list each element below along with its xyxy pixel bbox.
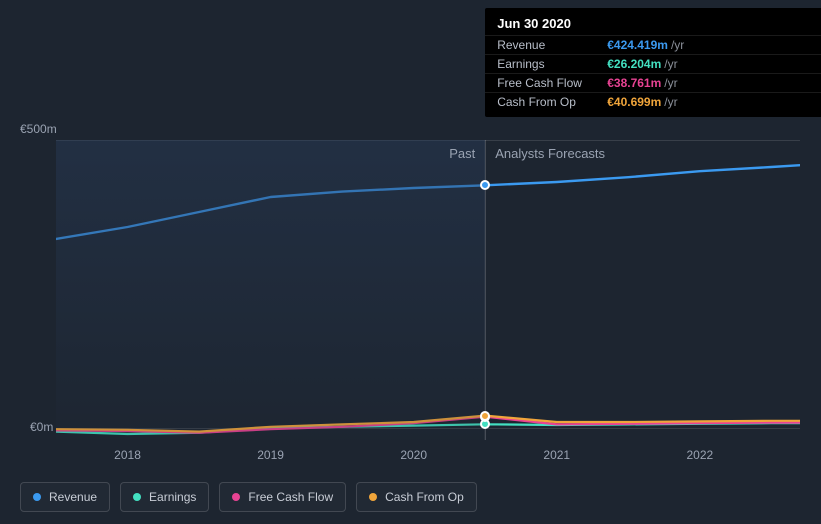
x-tick-2019: 2019 (257, 448, 284, 462)
tooltip-unit: /yr (671, 38, 684, 52)
tooltip-value: €40.699m (607, 95, 661, 109)
tooltip-value: €38.761m (607, 76, 661, 90)
x-tick-2020: 2020 (400, 448, 427, 462)
legend-dot (232, 493, 240, 501)
tooltip-label: Earnings (497, 57, 607, 71)
legend-label: Cash From Op (385, 490, 464, 504)
y-tick-500: €500m (20, 122, 57, 136)
x-tick-2022: 2022 (686, 448, 713, 462)
x-tick-2021: 2021 (543, 448, 570, 462)
legend-label: Free Cash Flow (248, 490, 333, 504)
tooltip-label: Cash From Op (497, 95, 607, 109)
tooltip-row-earnings: Earnings€26.204m/yr (485, 54, 821, 73)
tooltip-row-cash-from-op: Cash From Op€40.699m/yr (485, 92, 821, 111)
legend-item-earnings[interactable]: Earnings (120, 482, 209, 512)
forecast-section-label: Analysts Forecasts (495, 146, 605, 161)
hover-tooltip: Jun 30 2020 Revenue€424.419m/yrEarnings€… (485, 8, 821, 117)
tooltip-row-revenue: Revenue€424.419m/yr (485, 35, 821, 54)
legend-dot (133, 493, 141, 501)
legend-label: Revenue (49, 490, 97, 504)
marker-revenue (480, 180, 490, 190)
past-shade (56, 140, 485, 440)
tooltip-unit: /yr (664, 76, 677, 90)
tooltip-label: Free Cash Flow (497, 76, 607, 90)
plot-area[interactable] (56, 140, 800, 440)
legend-label: Earnings (149, 490, 196, 504)
x-tick-2018: 2018 (114, 448, 141, 462)
legend-item-cash-from-op[interactable]: Cash From Op (356, 482, 477, 512)
y-tick-0: €0m (30, 420, 53, 434)
legend-dot (33, 493, 41, 501)
marker-cash-from-op (480, 411, 490, 421)
legend: Revenue Earnings Free Cash Flow Cash From O… (20, 482, 477, 512)
past-section-label: Past (449, 146, 475, 161)
tooltip-value: €424.419m (607, 38, 668, 52)
tooltip-date: Jun 30 2020 (485, 14, 821, 35)
tooltip-row-free-cash-flow: Free Cash Flow€38.761m/yr (485, 73, 821, 92)
legend-item-revenue[interactable]: Revenue (20, 482, 110, 512)
financials-chart: €500m €0m Past Analysts Forecasts 2018 20… (0, 0, 821, 524)
tooltip-unit: /yr (664, 95, 677, 109)
legend-item-free-cash-flow[interactable]: Free Cash Flow (219, 482, 346, 512)
legend-dot (369, 493, 377, 501)
tooltip-value: €26.204m (607, 57, 661, 71)
tooltip-label: Revenue (497, 38, 607, 52)
tooltip-unit: /yr (664, 57, 677, 71)
